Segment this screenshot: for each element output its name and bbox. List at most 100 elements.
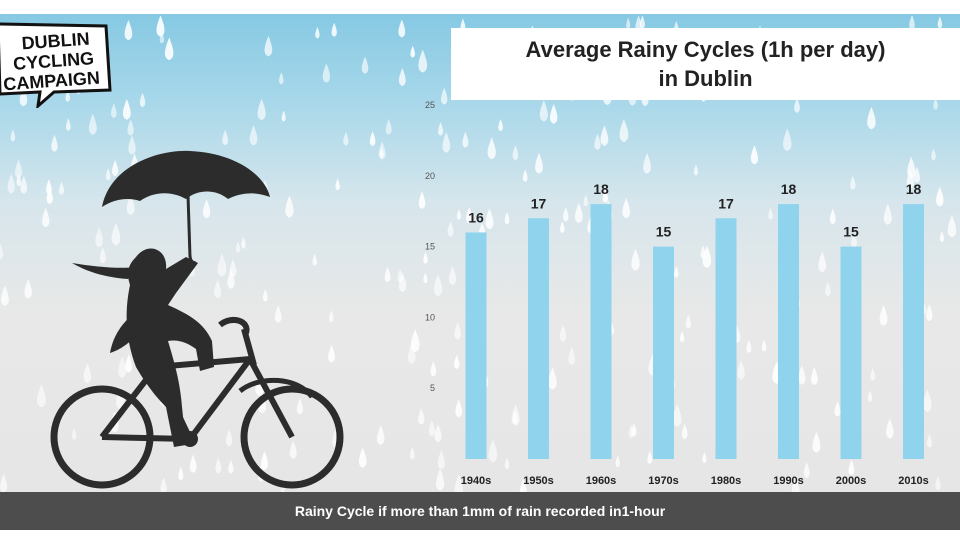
raindrop-icon — [448, 265, 457, 285]
bar — [528, 218, 549, 459]
raindrop-icon — [398, 272, 407, 292]
raindrop-icon — [99, 247, 106, 264]
raindrop-icon — [622, 198, 630, 219]
umbrella-canopy — [102, 150, 270, 207]
raindrop-icon — [159, 31, 165, 44]
umbrella-shaft — [186, 194, 192, 258]
raindrop-icon — [466, 206, 473, 224]
raindrop-icon — [535, 152, 543, 174]
x-tick-label: 1980s — [711, 475, 742, 487]
raindrop-icon — [783, 128, 792, 152]
raindrop-icon — [235, 241, 241, 253]
raindrop-icon — [15, 159, 22, 179]
raindrop-icon — [693, 164, 699, 176]
raindrop-icon — [487, 137, 496, 160]
raindrop-icon — [812, 431, 821, 453]
raindrop-icon — [214, 279, 222, 299]
raindrop-icon — [156, 15, 165, 37]
raindrop-icon — [51, 134, 58, 152]
raindrop-icon — [418, 191, 426, 209]
raindrop-icon — [95, 227, 103, 248]
raindrop-icon — [217, 253, 227, 277]
raindrop-icon — [0, 243, 4, 260]
bar — [653, 246, 674, 459]
raindrop-icon — [410, 45, 415, 58]
raindrop-icon — [559, 324, 567, 342]
data-label: 16 — [468, 209, 484, 225]
chart-title-line-2: in Dublin — [658, 66, 753, 91]
bike-front-wheel — [240, 385, 344, 489]
raindrop-icon — [563, 207, 569, 222]
raindrop-icon — [761, 339, 767, 352]
bar — [778, 204, 799, 459]
raindrop-icon — [335, 178, 340, 191]
raindrop-icon — [462, 131, 469, 148]
raindrop-icon — [65, 118, 71, 131]
bike-chainstay — [101, 434, 191, 442]
raindrop-icon — [442, 132, 451, 153]
x-tick-label: 1960s — [586, 475, 617, 487]
bike-handlebar — [218, 316, 250, 334]
raindrop-icon — [454, 474, 463, 492]
raindrop-icon — [111, 222, 121, 246]
data-label: 18 — [593, 181, 609, 197]
raindrop-icon — [798, 365, 806, 385]
raindrop-icon — [122, 99, 131, 120]
raindrop-icon — [24, 279, 32, 299]
raindrop-icon — [504, 457, 510, 470]
raindrop-icon — [88, 113, 97, 135]
raindrop-icon — [906, 168, 915, 189]
raindrop-icon — [418, 49, 428, 73]
data-label: 18 — [781, 181, 797, 197]
y-tick-label: 20 — [425, 171, 435, 181]
x-tick-label: 1970s — [648, 475, 679, 487]
raindrop-icon — [702, 451, 707, 464]
data-label: 15 — [656, 224, 672, 240]
raindrop-icon — [112, 160, 119, 177]
raindrop-icon — [260, 451, 269, 470]
raindrop-icon — [539, 100, 548, 122]
raindrop-icon — [818, 251, 827, 273]
y-tick-label: 15 — [425, 242, 435, 252]
bike-frame — [99, 355, 295, 439]
raindrop-icon — [935, 476, 941, 491]
raindrop-icon — [296, 398, 304, 415]
raindrop-icon — [794, 97, 800, 113]
raindrop-icon — [768, 207, 773, 220]
raindrop-icon — [672, 403, 682, 427]
raindrop-icon — [126, 194, 135, 215]
raindrop-icon — [1, 285, 9, 306]
raindrop-icon — [285, 195, 294, 218]
raindrop-icon — [257, 98, 266, 121]
raindrop-icon — [164, 37, 174, 61]
raindrop-icon — [264, 35, 273, 57]
bar — [465, 232, 487, 459]
raindrop-icon — [118, 356, 127, 378]
y-tick-label: 25 — [425, 100, 435, 110]
raindrop-icon — [926, 433, 932, 448]
raindrop-icon — [262, 289, 268, 302]
raindrop-icon — [343, 131, 349, 146]
raindrop-icon — [281, 110, 286, 122]
raindrop-icon — [407, 343, 416, 364]
raindrop-icon — [879, 305, 888, 326]
raindrop-icon — [384, 266, 391, 283]
raindrop-icon — [628, 424, 634, 439]
raindrop-icon — [750, 145, 759, 165]
x-tick-label: 1950s — [523, 475, 554, 487]
raindrop-icon — [454, 322, 461, 340]
raindrop-icon — [447, 221, 454, 237]
rider-coat-tail — [110, 315, 140, 353]
raindrop-icon — [378, 141, 386, 160]
raindrop-icon — [7, 173, 15, 194]
x-axis: 1940s 1950s 1960s 1970s 1980s 1990s 2000s 2010s… — [461, 475, 929, 487]
raindrop-icon — [433, 274, 443, 297]
raindrop-icon — [850, 175, 856, 190]
y-tick-label: 5 — [430, 383, 435, 393]
raindrop-icon — [746, 339, 752, 353]
raindrop-icon — [631, 248, 640, 271]
raindrop-icon — [160, 477, 167, 492]
raindrop-icon — [430, 361, 437, 377]
bar-chart: 5 10 15 20 25 16 17 18 15 17 18 15 18 1940s 1950s 196… — [425, 100, 929, 487]
raindrop-icon — [825, 281, 831, 297]
